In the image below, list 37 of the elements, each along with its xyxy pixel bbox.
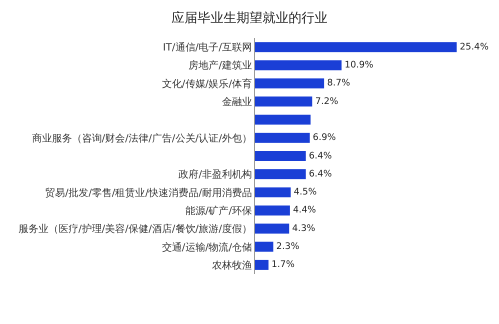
y-tick-label: 政府/非盈利机构 bbox=[178, 168, 252, 181]
bar bbox=[255, 78, 324, 88]
bar bbox=[255, 205, 290, 216]
bar bbox=[255, 132, 310, 143]
y-tick-label: IT/通信/电子/互联网 bbox=[162, 42, 252, 54]
data-label: 7.2% bbox=[315, 96, 339, 107]
bar bbox=[255, 151, 306, 161]
data-label: 25.4% bbox=[460, 42, 489, 52]
y-tick-label: 文化/传媒/娱乐/体育 bbox=[162, 78, 252, 90]
data-label: 2.3% bbox=[276, 242, 300, 252]
bar bbox=[255, 224, 290, 234]
bar bbox=[255, 260, 268, 270]
bar bbox=[255, 42, 457, 52]
data-label: 4.3% bbox=[292, 224, 316, 234]
data-label: 6.9% bbox=[312, 133, 336, 144]
bar bbox=[255, 169, 306, 180]
y-tick-label: 农林牧渔 bbox=[212, 259, 252, 272]
y-tick-label: 商业服务（咨询/财会/法律/广告/公关/认证/外包） bbox=[32, 132, 252, 144]
chart-title: 应届毕业生期望就业的行业 bbox=[172, 10, 328, 26]
bar bbox=[255, 114, 311, 125]
data-label: 4.4% bbox=[292, 206, 316, 216]
bar bbox=[255, 60, 342, 70]
data-label: 10.9% bbox=[344, 60, 374, 70]
data-label: 8.7% bbox=[327, 78, 351, 89]
data-label: 1.7% bbox=[272, 260, 295, 270]
y-tick-label: 服务业（医疗/护理/美容/保健/酒店/餐饮/旅游/度假） bbox=[18, 223, 252, 236]
bar bbox=[255, 187, 291, 198]
data-label: 6.4% bbox=[308, 151, 332, 162]
y-tick-label: 贸易/批发/零售/租赁业/快速消费品/耐用消费品 bbox=[45, 186, 252, 199]
y-tick-label: 能源/矿产/环保 bbox=[185, 204, 252, 217]
bar bbox=[255, 96, 312, 107]
y-tick-label: 交通/运输/物流/仓储 bbox=[162, 241, 252, 254]
bar bbox=[255, 242, 274, 252]
data-label: 4.5% bbox=[294, 188, 318, 198]
data-label: 6.4% bbox=[308, 169, 332, 180]
y-tick-label: 金融业 bbox=[222, 96, 252, 108]
y-tick-label: 房地产/建筑业 bbox=[188, 60, 252, 72]
